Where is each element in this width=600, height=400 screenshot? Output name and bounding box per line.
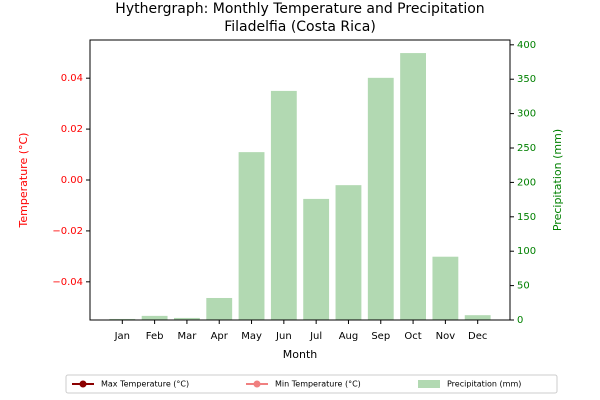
bar [238,152,265,320]
bar [109,318,136,320]
chart-subtitle: Filadelfia (Costa Rica) [224,19,376,35]
bar [464,315,491,320]
bar [270,90,297,320]
x-tick-label: Oct [404,331,421,342]
legend-marker [253,380,261,388]
x-tick-label: Dec [468,331,487,342]
y-tick-label: −0.04 [52,277,83,288]
y2-tick-label: 250 [517,143,536,154]
y-tick-label: 0.00 [61,175,83,186]
y2-tick-label: 0 [517,315,523,326]
x-tick-label: Aug [339,331,359,342]
y2-tick-label: 350 [517,74,536,85]
bar [432,256,459,320]
y-tick-label: 0.04 [61,73,83,84]
x-tick-label: May [241,331,262,342]
y2-tick-label: 200 [517,177,536,188]
y-tick-label: −0.02 [52,226,83,237]
x-tick-label: Sep [371,331,390,342]
bar [174,317,200,320]
x-tick-label: Jul [309,331,322,342]
y-tick-label: 0.02 [61,124,83,135]
bar [303,198,330,320]
bar [141,315,168,320]
legend-label: Min Temperature (°C) [275,380,361,389]
bar [335,185,362,320]
y2-tick-label: 300 [517,109,536,120]
x-tick-label: Nov [436,331,456,342]
x-tick-label: Feb [146,331,164,342]
legend-label: Max Temperature (°C) [101,380,189,389]
bar [367,77,394,321]
bar [400,53,426,320]
x-tick-label: Jan [114,331,130,342]
y-axis-label: Temperature (°C) [17,133,30,229]
x-tick-label: Mar [177,331,197,342]
legend-swatch [418,380,440,388]
y2-axis-label: Precipitation (mm) [551,129,564,231]
y2-tick-label: 400 [517,40,536,51]
x-axis-label: Month [283,348,318,361]
chart-title: Hythergraph: Monthly Temperature and Pre… [115,1,484,17]
legend-box [65,374,558,394]
x-tick-label: Apr [211,331,229,342]
legend-label: Precipitation (mm) [447,380,521,389]
x-tick-label: Jun [275,331,292,342]
y2-tick-label: 50 [517,281,530,292]
y2-tick-label: 150 [517,212,536,223]
legend-marker [79,380,87,388]
bar [206,297,233,320]
y2-tick-label: 100 [517,246,536,257]
